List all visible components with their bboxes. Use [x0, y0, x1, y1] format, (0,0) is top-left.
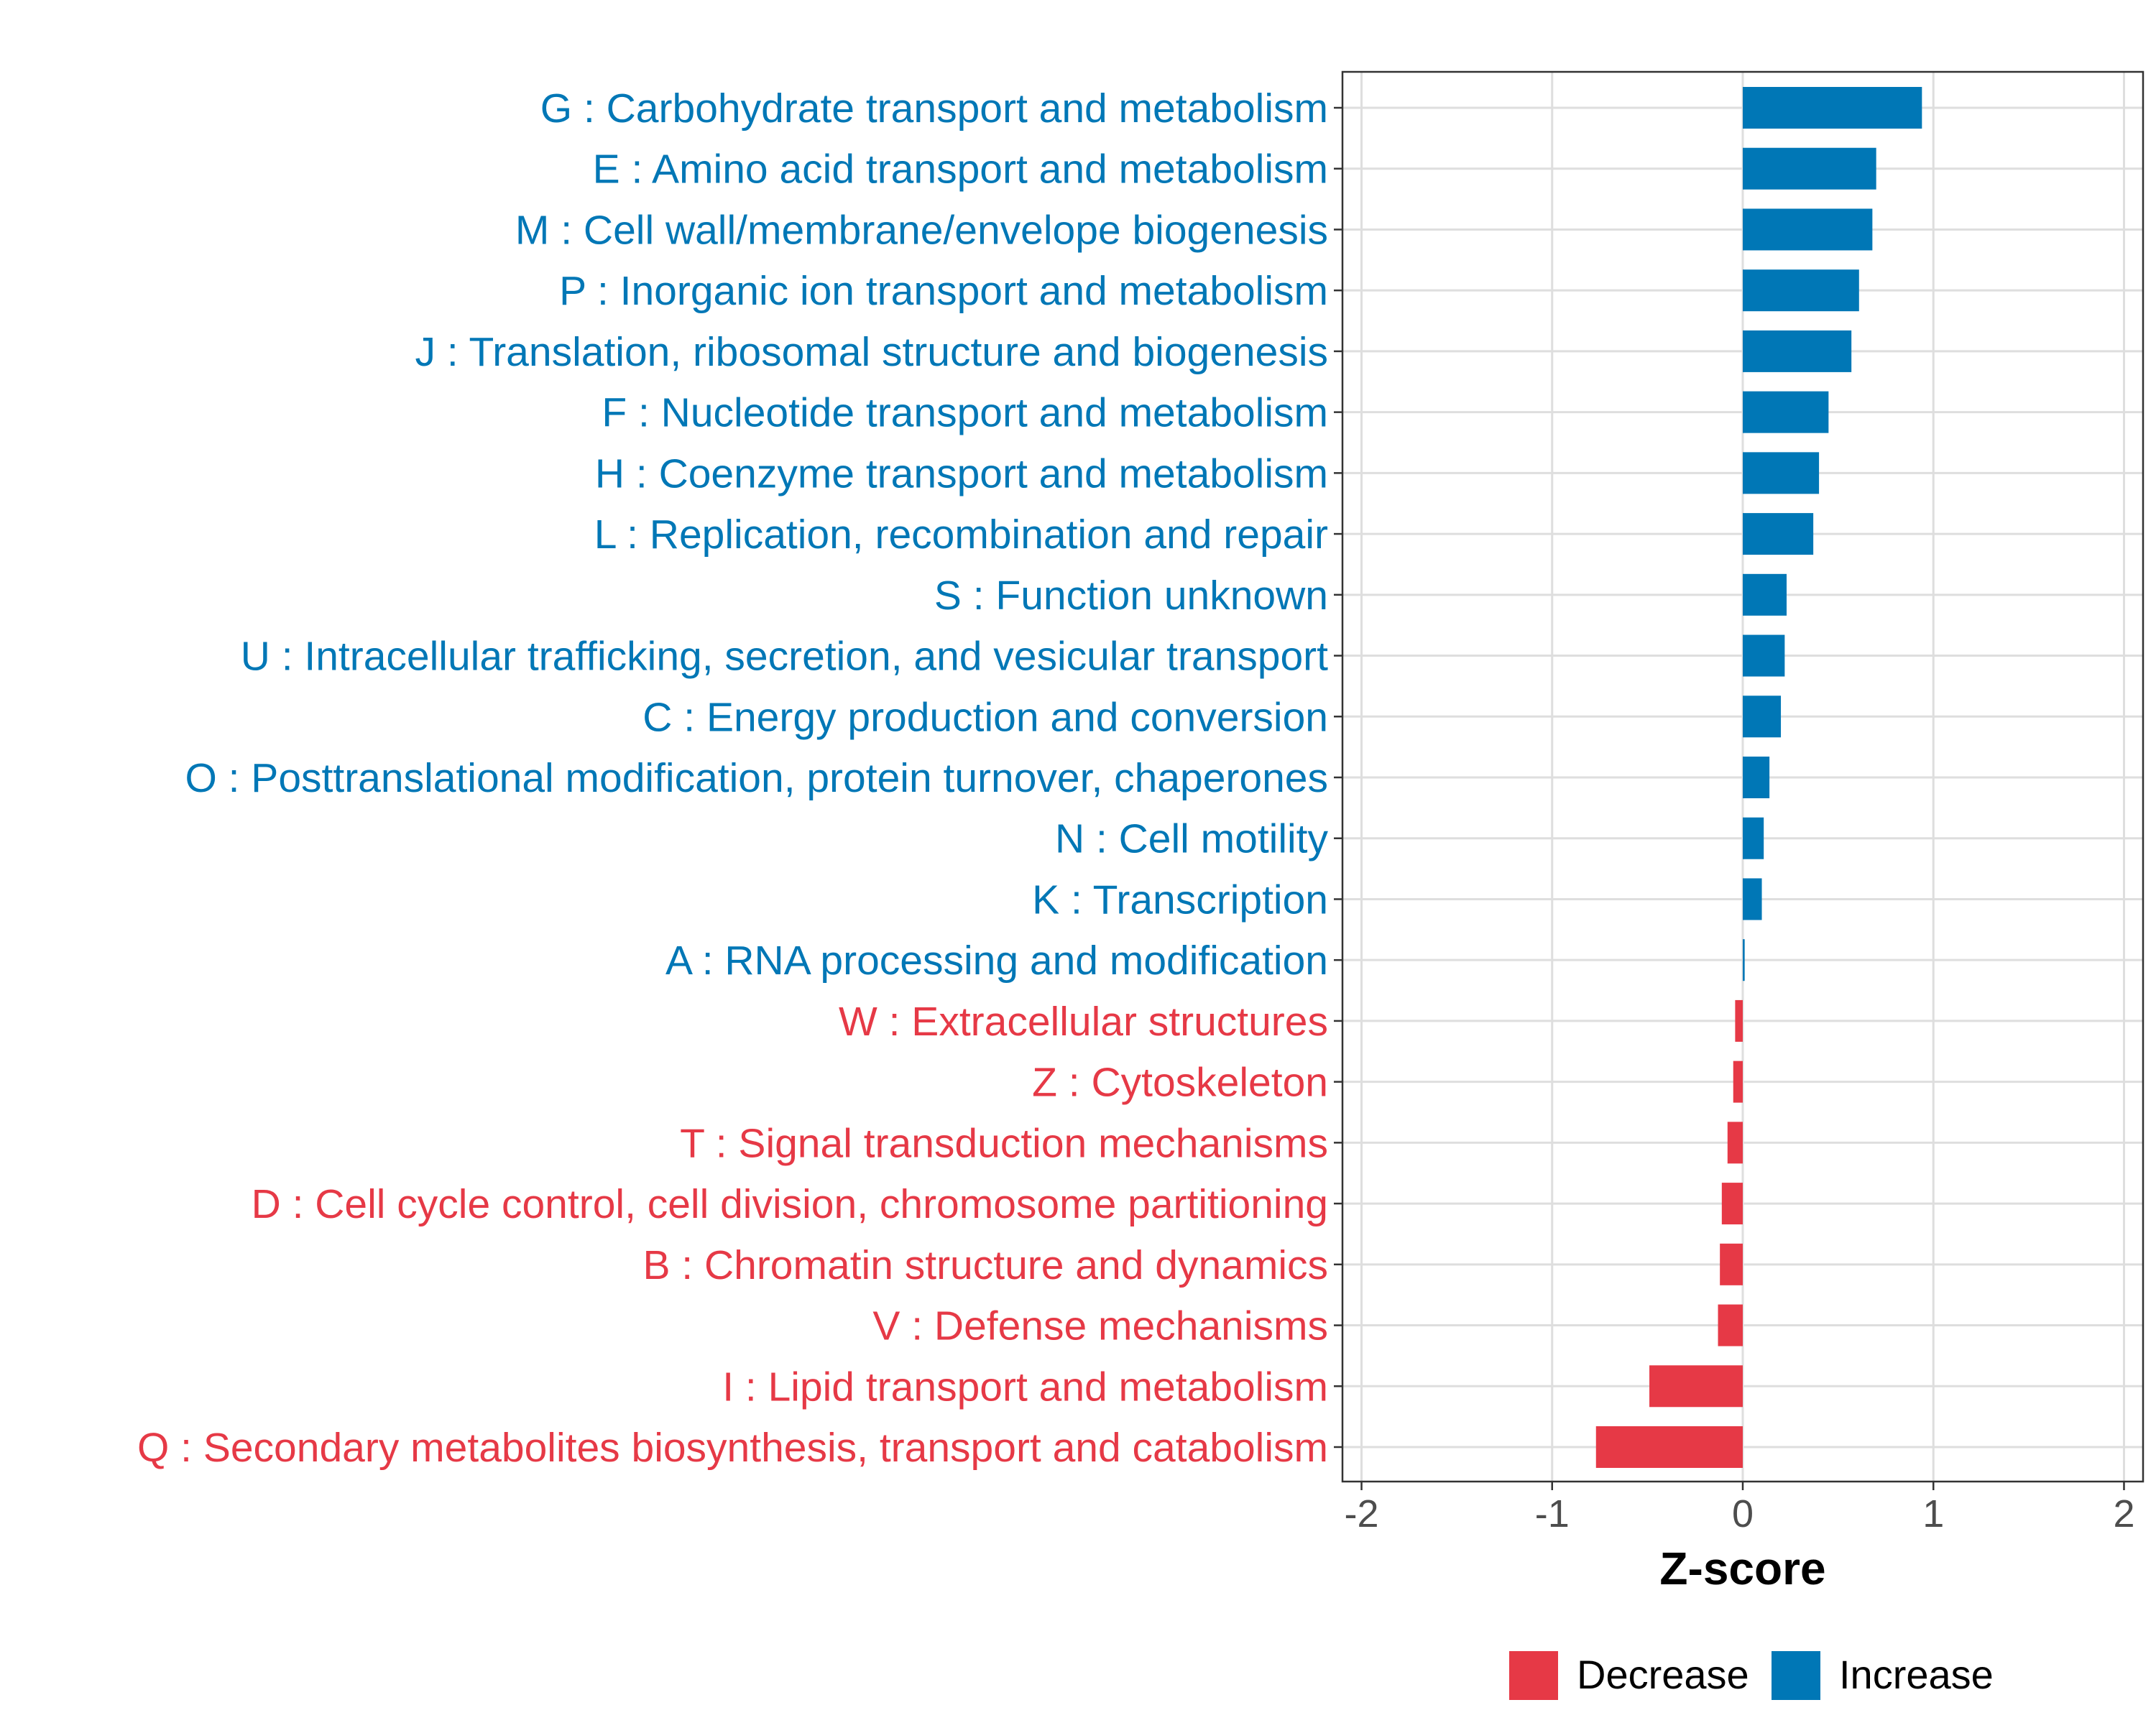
y-tick-label: E : Amino acid transport and metabolism: [593, 147, 1328, 193]
y-tick-label: T : Signal transduction mechanisms: [680, 1120, 1328, 1166]
bars: [1595, 87, 1922, 1468]
bar: [1743, 208, 1873, 251]
x-tick-label: 1: [1922, 1492, 1944, 1535]
bar: [1733, 1061, 1743, 1103]
bar: [1649, 1365, 1743, 1408]
x-tick-label: -1: [1535, 1492, 1570, 1535]
legend-swatch: [1509, 1651, 1558, 1700]
y-tick-label: I : Lipid transport and metabolism: [722, 1364, 1328, 1410]
bar: [1743, 634, 1785, 677]
bar: [1743, 452, 1820, 494]
y-tick-label: W : Extracellular structures: [839, 999, 1328, 1045]
bar: [1743, 269, 1859, 312]
y-tick-label: O : Posttranslational modification, prot…: [185, 755, 1328, 801]
bar: [1720, 1243, 1743, 1285]
x-tick-label: -2: [1345, 1492, 1379, 1535]
y-tick-label: N : Cell motility: [1055, 816, 1329, 862]
y-tick-label: J : Translation, ribosomal structure and…: [415, 329, 1328, 375]
y-tick-label: H : Coenzyme transport and metabolism: [595, 451, 1328, 496]
y-tick-label: P : Inorganic ion transport and metaboli…: [559, 268, 1328, 314]
y-tick-label: S : Function unknown: [934, 573, 1328, 619]
bar: [1743, 147, 1876, 190]
y-tick-label: C : Energy production and conversion: [642, 694, 1328, 740]
bar: [1743, 878, 1762, 920]
legend-item: Increase: [1772, 1651, 1994, 1700]
x-axis-title: Z-score: [1659, 1543, 1825, 1594]
bar: [1743, 330, 1852, 372]
y-tick-label: U : Intracellular trafficking, secretion…: [241, 634, 1328, 680]
bar: [1727, 1122, 1743, 1164]
y-tick-label: D : Cell cycle control, cell division, c…: [252, 1181, 1328, 1227]
bar: [1595, 1426, 1743, 1468]
y-axis-labels: G : Carbohydrate transport and metabolis…: [137, 86, 1342, 1471]
bar: [1743, 391, 1829, 433]
y-tick-label: M : Cell wall/membrane/envelope biogenes…: [515, 207, 1328, 253]
bar: [1743, 513, 1814, 555]
x-axis: -2 -1 0 1 2: [1345, 1482, 2134, 1535]
y-tick-label: Q : Secondary metabolites biosynthesis, …: [137, 1425, 1328, 1471]
x-tick-label: 0: [1732, 1492, 1754, 1535]
bar: [1743, 696, 1782, 738]
bar: [1743, 939, 1745, 981]
legend-label: Increase: [1839, 1652, 1994, 1697]
legend-label: Decrease: [1577, 1652, 1749, 1697]
y-tick-label: A : RNA processing and modification: [665, 938, 1328, 984]
bar: [1743, 87, 1922, 129]
x-tick-label: 2: [2113, 1492, 2134, 1535]
y-tick-label: F : Nucleotide transport and metabolism: [602, 390, 1328, 436]
y-tick-label: V : Defense mechanisms: [872, 1303, 1328, 1349]
y-tick-label: K : Transcription: [1032, 877, 1328, 923]
y-tick-label: G : Carbohydrate transport and metabolis…: [540, 86, 1328, 131]
bar: [1743, 573, 1787, 616]
bar: [1718, 1304, 1743, 1346]
bar: [1735, 999, 1743, 1042]
y-tick-label: B : Chromatin structure and dynamics: [642, 1242, 1328, 1288]
bar: [1721, 1183, 1743, 1225]
y-tick-label: Z : Cytoskeleton: [1032, 1060, 1328, 1106]
bar: [1743, 817, 1764, 859]
legend-swatch: [1772, 1651, 1820, 1700]
bar: [1743, 757, 1770, 798]
legend: Decrease Increase: [1509, 1651, 1994, 1700]
legend-item: Decrease: [1509, 1651, 1749, 1700]
y-tick-label: L : Replication, recombination and repai…: [594, 512, 1328, 558]
